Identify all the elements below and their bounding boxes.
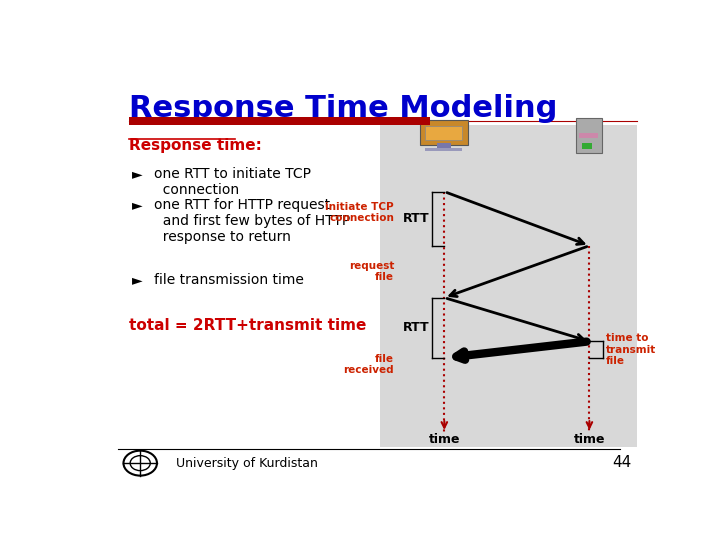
FancyBboxPatch shape: [129, 117, 431, 125]
FancyBboxPatch shape: [436, 143, 451, 148]
Text: time: time: [574, 433, 606, 446]
FancyBboxPatch shape: [582, 143, 592, 149]
Text: time: time: [428, 433, 460, 446]
FancyBboxPatch shape: [426, 126, 462, 140]
Text: ►: ►: [132, 273, 143, 287]
Text: time to
transmit
file: time to transmit file: [606, 333, 657, 366]
Text: Response time:: Response time:: [129, 138, 262, 153]
Text: initiate TCP
connection: initiate TCP connection: [325, 201, 394, 223]
Text: 44: 44: [612, 455, 631, 470]
Text: ►: ►: [132, 198, 143, 212]
Text: file
received: file received: [343, 354, 394, 375]
FancyBboxPatch shape: [380, 125, 637, 447]
Text: request
file: request file: [348, 261, 394, 282]
FancyBboxPatch shape: [426, 147, 462, 151]
Text: ►: ►: [132, 167, 143, 181]
Text: total = 2RTT+transmit time: total = 2RTT+transmit time: [129, 319, 366, 333]
Text: file transmission time: file transmission time: [154, 273, 304, 287]
Text: University of Kurdistan: University of Kurdistan: [176, 457, 318, 470]
Text: one RTT for HTTP request
  and first few bytes of HTTP
  response to return: one RTT for HTTP request and first few b…: [154, 198, 351, 244]
Text: one RTT to initiate TCP
  connection: one RTT to initiate TCP connection: [154, 167, 311, 197]
Text: RTT: RTT: [403, 212, 430, 225]
FancyBboxPatch shape: [580, 133, 598, 138]
FancyBboxPatch shape: [420, 120, 468, 145]
Text: RTT: RTT: [403, 321, 430, 334]
FancyBboxPatch shape: [576, 118, 602, 153]
Text: Response Time Modeling: Response Time Modeling: [129, 94, 557, 123]
